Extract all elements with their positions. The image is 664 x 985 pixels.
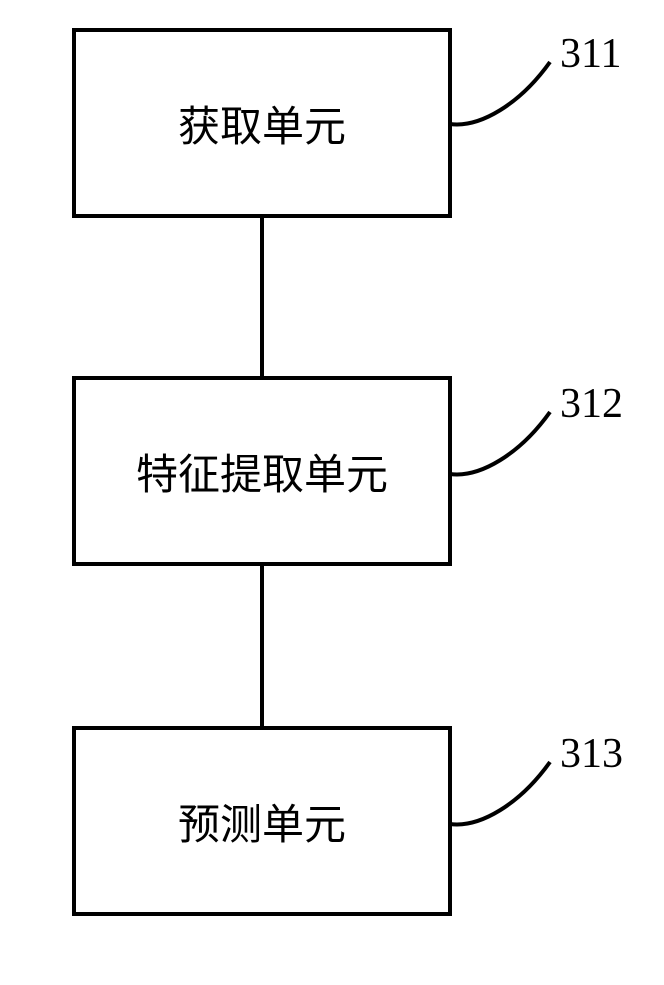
- callout-label-311: 311: [560, 30, 621, 78]
- node-acquire-unit-label: 获取单元: [178, 93, 346, 154]
- callout-curve-313: [450, 762, 550, 824]
- node-acquire-unit: 获取单元: [72, 28, 452, 218]
- callout-label-313: 313: [560, 730, 623, 778]
- diagram-canvas: 获取单元 311 特征提取单元 312 预测单元 313: [0, 0, 664, 985]
- node-feature-extract-unit: 特征提取单元: [72, 376, 452, 566]
- callout-curve-311: [450, 62, 550, 124]
- callout-curve-312: [450, 412, 550, 474]
- callout-label-312: 312: [560, 380, 623, 428]
- node-predict-unit: 预测单元: [72, 726, 452, 916]
- node-predict-unit-label: 预测单元: [178, 791, 346, 852]
- node-feature-extract-unit-label: 特征提取单元: [136, 441, 388, 502]
